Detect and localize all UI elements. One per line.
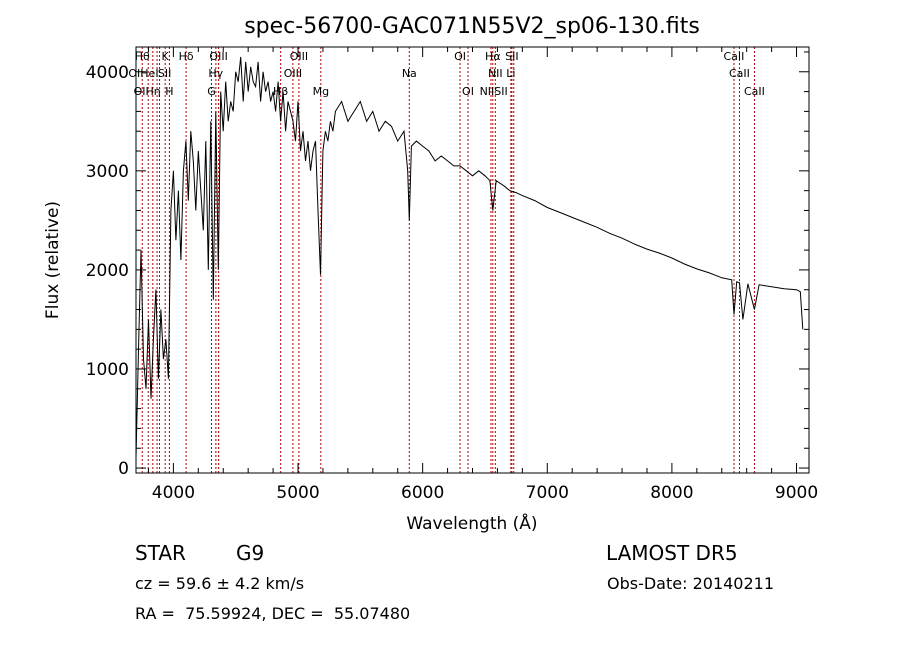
line-label: OIII <box>290 50 308 63</box>
y-tick-label: 0 <box>118 459 129 479</box>
spectrum-line <box>135 56 804 459</box>
line-label: NII <box>488 67 503 80</box>
line-label: Li <box>506 67 515 80</box>
line-label: OI <box>454 50 466 63</box>
observation-date: Obs-Date: 20140211 <box>607 574 775 593</box>
x-tick-label: 4000 <box>152 483 195 503</box>
redshift-velocity: cz = 59.6 ± 4.2 km/s <box>135 574 305 593</box>
line-label: NIISII <box>480 85 508 98</box>
line-label: Hα <box>485 50 501 63</box>
line-label: Hβ <box>273 85 288 98</box>
line-label: SII <box>158 67 171 80</box>
y-tick-label: 4000 <box>86 63 129 83</box>
chart-title: spec-56700-GAC071N55V2_sp06-130.fits <box>244 14 700 39</box>
line-label: OIII <box>209 50 227 63</box>
line-label: G <box>207 85 216 98</box>
line-label: Mg <box>313 85 329 98</box>
y-tick-label: 3000 <box>86 162 129 182</box>
coordinates: RA = 75.59924, DEC = 55.07480 <box>135 604 411 623</box>
line-label: SII <box>505 50 518 63</box>
x-tick-label: 5000 <box>276 483 319 503</box>
y-axis: 0 1000 2000 3000 4000 <box>86 51 809 479</box>
line-label: Hγ <box>208 67 223 80</box>
spectral-line-markers <box>141 47 755 473</box>
line-label: CaII <box>744 85 765 98</box>
object-class: STAR <box>135 541 186 565</box>
x-tick-label: 7000 <box>526 483 569 503</box>
line-label: OIII <box>284 67 302 80</box>
x-tick-label: 9000 <box>775 483 818 503</box>
survey-name: LAMOST DR5 <box>606 541 738 565</box>
line-label: OI <box>462 85 474 98</box>
line-label: Na <box>402 67 417 80</box>
plot-frame <box>135 46 810 474</box>
line-label: Hθ <box>135 50 150 63</box>
line-label: H <box>165 85 173 98</box>
line-label: OIHη <box>134 85 161 98</box>
object-subclass: G9 <box>236 541 265 565</box>
x-tick-label: 8000 <box>650 483 693 503</box>
x-tick-label: 6000 <box>401 483 444 503</box>
x-axis-label: Wavelength (Å) <box>406 512 537 534</box>
line-label: OIHeI <box>128 67 158 80</box>
line-label: Hδ <box>179 50 194 63</box>
x-axis: 4000 5000 6000 7000 8000 9000 <box>147 47 818 503</box>
y-axis-label: Flux (relative) <box>43 201 63 319</box>
y-tick-label: 2000 <box>86 261 129 281</box>
line-label: CaII <box>724 50 745 63</box>
y-tick-label: 1000 <box>86 360 129 380</box>
line-label: K <box>162 50 170 63</box>
line-label: CaII <box>729 67 750 80</box>
